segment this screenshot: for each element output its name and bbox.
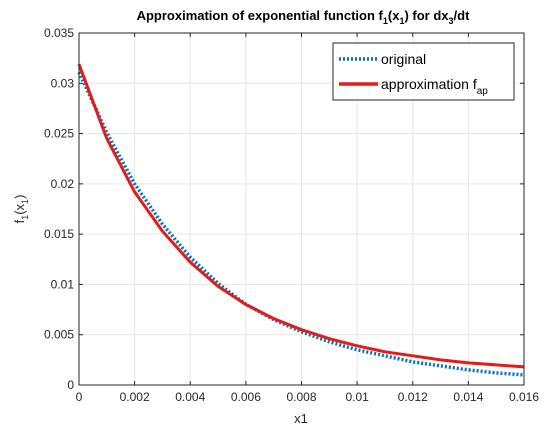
axes: 0 0.002 0.004 0.006 0.008 0.01 0.012 0.014 0.016… — [44, 26, 539, 404]
x-axis-label: x1 — [294, 411, 308, 426]
x-tick-label: 0.008 — [286, 390, 316, 404]
y-tick-label: 0.015 — [44, 227, 74, 241]
x-tick-label: 0.016 — [509, 390, 539, 404]
x-tick-label: 0.012 — [398, 390, 428, 404]
x-tick-label: 0 — [76, 390, 83, 404]
chart-title: Approximation of exponential function f1… — [137, 8, 471, 26]
y-axis-label: f1(x1) — [12, 195, 30, 224]
series-line-original — [77, 71, 525, 377]
x-tick-label: 0.002 — [120, 390, 150, 404]
legend: original approximation fap — [332, 42, 515, 101]
x-tick-label: 0.01 — [345, 390, 369, 404]
y-tick-label: 0.02 — [51, 177, 75, 191]
y-tick-label: 0.005 — [44, 328, 74, 342]
y-tick-label: 0.03 — [51, 76, 75, 90]
y-tick-label: 0.035 — [44, 26, 74, 40]
x-tick-label: 0.006 — [231, 390, 261, 404]
x-tick-label: 0.004 — [175, 390, 205, 404]
legend-box — [332, 42, 515, 101]
y-tick-label: 0.025 — [44, 127, 74, 141]
series-layer — [77, 63, 525, 377]
legend-label-approximation: approximation fap — [381, 76, 488, 97]
x-tick-label: 0.014 — [453, 390, 483, 404]
y-tick-label: 0 — [67, 378, 74, 392]
y-tick-label: 0.01 — [51, 277, 75, 291]
legend-label-original: original — [381, 51, 426, 67]
series-line-approximation — [77, 63, 525, 369]
plot-frame — [78, 32, 525, 386]
